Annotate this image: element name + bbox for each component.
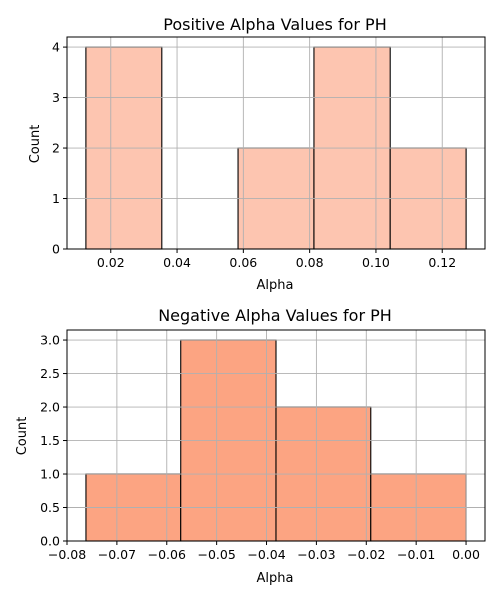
- y-tick-label: 0.5: [40, 500, 60, 515]
- plot-frame: [66, 329, 486, 542]
- x-axis-label: Alpha: [257, 571, 294, 586]
- x-tick-label: −0.01: [397, 547, 435, 562]
- y-axis-label: Count: [28, 125, 43, 164]
- x-tick-label: −0.06: [148, 547, 186, 562]
- chart-title: Negative Alpha Values for PH: [158, 306, 392, 325]
- x-tick-label: −0.07: [98, 547, 136, 562]
- y-tick-label: 3.0: [40, 333, 60, 348]
- y-tick-label: 0: [52, 242, 60, 257]
- x-tick-label: 0.12: [428, 255, 456, 270]
- y-tick-label: 1.5: [40, 433, 60, 448]
- x-tick-label: 0.10: [362, 255, 390, 270]
- plot-frame: [66, 36, 486, 250]
- y-tick-label: 1: [52, 191, 60, 206]
- x-tick-label: 0.06: [229, 255, 257, 270]
- y-tick-label: 1.0: [40, 467, 60, 482]
- x-tick-label: −0.04: [247, 547, 285, 562]
- x-tick-label: −0.08: [48, 547, 86, 562]
- y-tick-label: 0.0: [40, 534, 60, 549]
- y-tick-label: 3: [52, 90, 60, 105]
- y-tick-label: 2.5: [40, 366, 60, 381]
- y-tick-label: 2: [52, 141, 60, 156]
- x-tick-label: −0.03: [297, 547, 335, 562]
- x-tick-label: 0.04: [163, 255, 191, 270]
- x-tick-label: 0.00: [452, 547, 480, 562]
- x-tick-label: −0.02: [347, 547, 385, 562]
- x-tick-label: −0.05: [197, 547, 235, 562]
- chart-title: Positive Alpha Values for PH: [163, 15, 386, 34]
- x-axis-label: Alpha: [257, 278, 294, 293]
- positive-alpha-panel: Positive Alpha Values for PH Alpha Count…: [28, 15, 486, 293]
- negative-alpha-panel: Negative Alpha Values for PH Alpha Count…: [15, 306, 486, 586]
- y-tick-label: 4: [52, 40, 60, 55]
- y-tick-label: 2.0: [40, 400, 60, 415]
- x-tick-label: 0.08: [296, 255, 324, 270]
- y-axis-label: Count: [15, 417, 30, 456]
- x-tick-label: 0.02: [97, 255, 125, 270]
